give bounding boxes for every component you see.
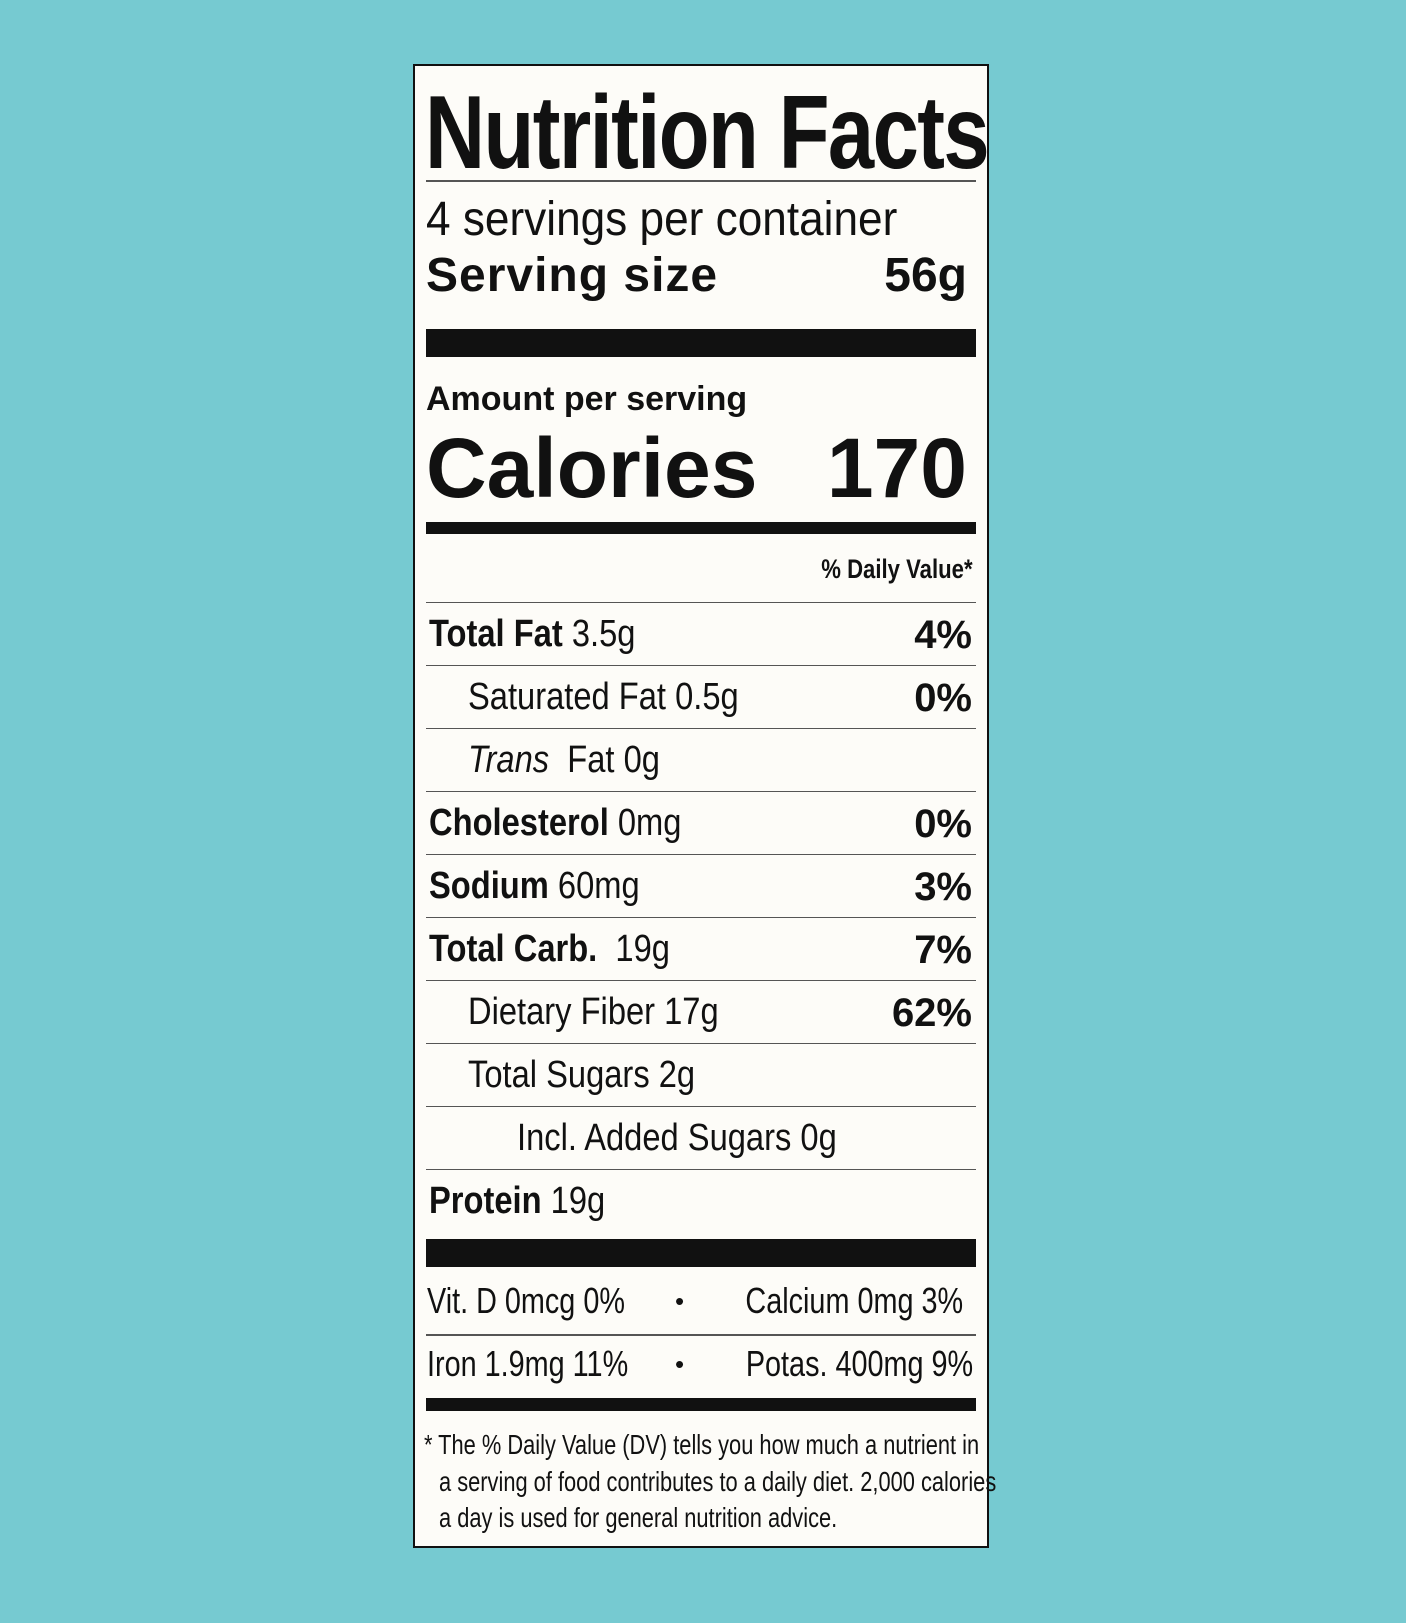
- nutrient-row-protein: Protein 19g: [426, 1169, 976, 1233]
- serving-size-value: 56g: [884, 249, 967, 302]
- calories-value: 170: [826, 421, 967, 515]
- potassium: Potas. 400mg 9%: [745, 1343, 973, 1384]
- divider-thick: [426, 329, 976, 357]
- divider-thin-vitamins: [426, 1334, 976, 1336]
- calcium: Calcium 0mg 3%: [745, 1280, 963, 1321]
- calories-label: Calories: [426, 421, 758, 515]
- vitamin-d: Vit. D 0mcg 0%: [427, 1280, 625, 1321]
- footnote: * The % Daily Value (DV) tells you how m…: [424, 1429, 997, 1533]
- nutrient-row-saturated-fat: Saturated Fat 0.5g 0%: [426, 665, 976, 729]
- nutrition-facts-title: Nutrition Facts: [425, 75, 990, 191]
- nutrient-row-total-fat: Total Fat 3.5g 4%: [426, 602, 976, 666]
- divider-thick-vitamins: [426, 1239, 976, 1267]
- divider-thin: [426, 180, 976, 182]
- nutrient-row-trans-fat: Trans Fat 0g: [426, 728, 976, 792]
- serving-size-label: Serving size: [426, 249, 719, 302]
- divider-medium: [426, 522, 976, 534]
- amount-per-serving: Amount per serving: [426, 380, 748, 418]
- nutrient-row-added-sugars: Incl. Added Sugars 0g: [426, 1106, 976, 1170]
- daily-value-header: % Daily Value*: [821, 554, 973, 584]
- servings-per-container: 4 servings per container: [426, 193, 898, 246]
- bullet-separator: •: [675, 1286, 685, 1316]
- nutrient-row-dietary-fiber: Dietary Fiber 17g 62%: [426, 980, 976, 1044]
- nutrition-facts-panel: Nutrition Facts 4 servings per container…: [413, 64, 996, 1548]
- iron: Iron 1.9mg 11%: [427, 1343, 629, 1384]
- nutrient-row-total-carb: Total Carb. 19g 7%: [426, 917, 976, 981]
- nutrient-row-cholesterol: Cholesterol 0mg 0%: [426, 791, 976, 855]
- bullet-separator: •: [675, 1349, 685, 1379]
- nutrient-row-sodium: Sodium 60mg 3%: [426, 854, 976, 918]
- divider-medium-footnote: [426, 1398, 976, 1411]
- nutrient-row-total-sugars: Total Sugars 2g: [426, 1043, 976, 1107]
